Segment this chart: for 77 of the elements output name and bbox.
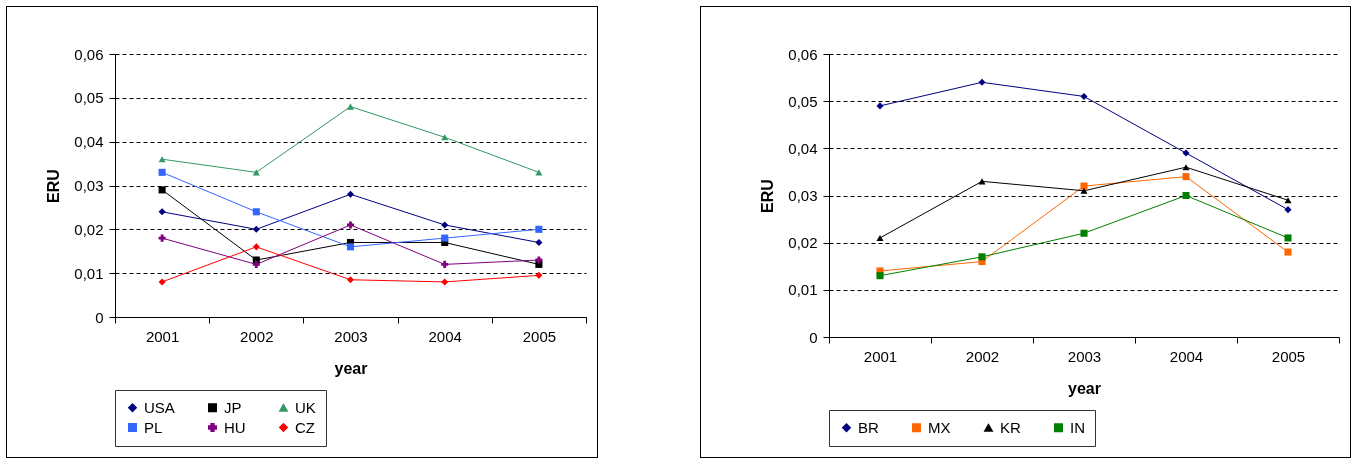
point: [252, 260, 260, 268]
point: [535, 256, 543, 264]
point: [252, 225, 260, 233]
y-tick-label: 0,03: [74, 177, 104, 194]
y-tick-label: 0,05: [788, 92, 818, 110]
point: [158, 168, 166, 176]
point: [346, 243, 355, 251]
legend-label: HU: [224, 418, 246, 436]
point: [441, 260, 449, 268]
y-tick-label: 0,06: [788, 45, 818, 63]
point: [1182, 191, 1190, 200]
point: [876, 272, 884, 280]
point: [978, 78, 986, 86]
y-tick-label: 0,02: [788, 234, 818, 252]
point: [1284, 206, 1292, 214]
point: [158, 278, 166, 286]
legend-label: USA: [144, 398, 175, 416]
point: [346, 190, 355, 198]
y-tick-label: 0,01: [74, 264, 104, 282]
y-tick-label: 0,03: [788, 187, 818, 204]
legend-label: PL: [144, 418, 163, 436]
legend-label: KR: [1000, 418, 1021, 436]
point: [1284, 248, 1292, 256]
point: [1080, 182, 1088, 190]
point: [441, 278, 449, 286]
point: [1080, 229, 1088, 237]
y-tick-label: 0,04: [74, 133, 104, 151]
point: [1080, 92, 1088, 100]
y-tick-label: 0: [95, 308, 104, 326]
y-tick-label: 0: [809, 328, 818, 346]
point: [1182, 149, 1190, 157]
point: [535, 238, 543, 247]
point: [535, 225, 543, 233]
x-tick-label: 2003: [334, 327, 368, 345]
point: [346, 103, 355, 110]
x-tick-label: 2003: [1067, 347, 1102, 365]
point: [346, 221, 355, 229]
y-tick-label: 0,06: [74, 45, 104, 63]
x-tick-label: 2004: [1169, 347, 1204, 365]
point: [158, 234, 166, 242]
point: [1284, 197, 1292, 204]
y-tick-label: 0,05: [74, 89, 104, 107]
point: [346, 276, 355, 284]
point: [978, 253, 986, 261]
x-tick-label: 2005: [1271, 347, 1306, 365]
x-tick-label: 2002: [965, 347, 1000, 365]
x-axis-title: year: [334, 359, 368, 377]
legend-label: MX: [928, 418, 951, 436]
y-tick-label: 0,02: [74, 220, 104, 238]
point: [1080, 187, 1088, 194]
point: [535, 271, 543, 279]
x-tick-label: 2005: [522, 327, 557, 345]
x-tick-label: 2004: [428, 327, 462, 345]
x-tick-label: 2002: [240, 327, 274, 345]
legend-label: UK: [295, 398, 316, 416]
legend-label: IN: [1070, 418, 1085, 436]
legend-label: CZ: [295, 418, 315, 436]
point: [441, 221, 449, 229]
x-tick-label: 2001: [863, 347, 898, 365]
legend-label: JP: [224, 398, 242, 416]
point: [1284, 234, 1292, 242]
point: [252, 208, 260, 216]
point: [876, 102, 884, 110]
point: [252, 243, 260, 251]
y-axis-title: ERU: [759, 179, 777, 213]
x-tick-label: 2001: [145, 327, 180, 345]
y-tick-label: 0,04: [788, 139, 818, 157]
y-tick-label: 0,01: [788, 281, 818, 299]
point: [1182, 173, 1190, 181]
point: [158, 208, 166, 216]
x-axis-title: year: [1068, 379, 1101, 397]
y-axis-title: ERU: [45, 169, 63, 203]
point: [158, 186, 166, 194]
point: [1182, 164, 1190, 171]
point: [876, 234, 884, 242]
legend-label: BR: [858, 418, 879, 436]
point: [441, 234, 449, 242]
